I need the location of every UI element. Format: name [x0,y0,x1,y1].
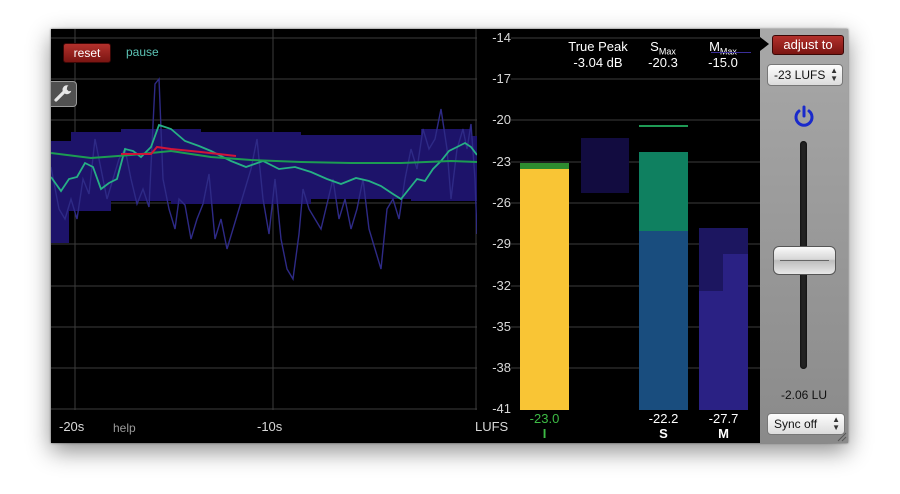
gain-readout: -2.06 LU [780,388,828,402]
short-term-max-label: SMax [650,39,676,57]
momentary-label: M [718,426,729,441]
integrated-history-line [51,149,477,164]
momentary-max-underline [711,52,751,53]
short-term-bar [639,231,688,410]
lufs-tick: -17 [492,71,511,86]
momentary-max-label: MMax [709,39,737,57]
loudness-meter-window: reset pause -20s help -10s LUFS -14 -17 … [51,29,848,443]
lufs-unit-label: LUFS [475,419,509,434]
lufs-tick: -23 [492,154,511,169]
time-label-10s: -10s [257,419,283,434]
select-arrows-icon: ▲ ▼ [832,415,840,432]
short-term-label: S [659,426,668,441]
lufs-tick: -35 [492,319,511,334]
short-term-value: -22.2 [648,411,679,426]
integrated-value: -23.0 [529,411,560,426]
time-label-20s: -20s [59,419,85,434]
short-term-max-value: -20.3 [648,55,678,70]
program-loudness-trend-line [121,145,237,157]
short-term-bar-top [639,152,688,231]
loudness-history-graph [51,29,477,410]
momentary-max-value: -15.0 [708,55,738,70]
sync-select[interactable]: Sync off ▲ ▼ [767,413,845,435]
adjust-to-button[interactable]: adjust to [772,35,844,55]
integrated-loudness-bar-top [520,163,569,169]
settings-wrench-button[interactable] [51,81,77,107]
lufs-tick: -41 [492,401,511,416]
resize-grip-icon[interactable] [837,432,847,442]
power-icon[interactable] [791,103,817,129]
lufs-tick: -29 [492,236,511,251]
lufs-tick: -14 [492,30,511,45]
momentary-bar [699,254,748,410]
loudness-range-block [581,138,629,193]
help-link[interactable]: help [113,421,136,435]
select-arrows-icon: ▲ ▼ [830,66,838,83]
momentary-value: -27.7 [708,411,739,426]
true-peak-label: True Peak [568,39,628,54]
reset-button[interactable]: reset [63,43,111,63]
short-term-max-marker [639,125,688,127]
pause-button[interactable]: pause [126,45,159,59]
loudness-bar-meters [511,37,760,410]
target-loudness-select[interactable]: -23 LUFS ▲ ▼ [767,64,843,86]
integrated-loudness-bar [520,169,569,410]
gain-control-panel: adjust to -23 LUFS ▲ ▼ -2.06 LU Sync off ▲ ▼ [760,29,848,443]
lufs-tick: -26 [492,195,511,210]
lufs-tick: -38 [492,360,511,375]
wrench-icon [54,85,72,102]
true-peak-value: -3.04 dB [573,55,623,70]
integrated-label: I [542,426,547,441]
gain-slider-handle[interactable] [773,246,836,275]
lufs-tick: -20 [492,112,511,127]
adjust-tab-notch [760,37,769,51]
lufs-tick: -32 [492,278,511,293]
